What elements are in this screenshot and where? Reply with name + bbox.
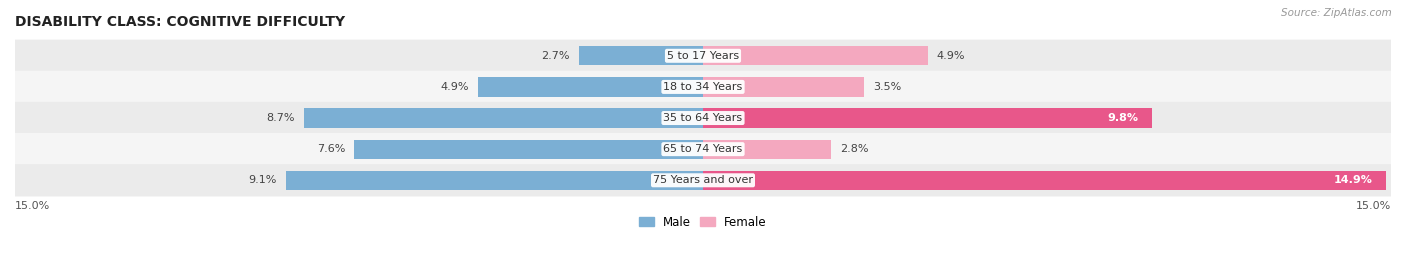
- Text: 15.0%: 15.0%: [15, 201, 51, 211]
- FancyBboxPatch shape: [14, 133, 1392, 165]
- FancyBboxPatch shape: [14, 164, 1392, 197]
- Text: 2.7%: 2.7%: [541, 51, 569, 61]
- Bar: [703, 46, 928, 65]
- Text: 5 to 17 Years: 5 to 17 Years: [666, 51, 740, 61]
- Text: 35 to 64 Years: 35 to 64 Years: [664, 113, 742, 123]
- FancyBboxPatch shape: [14, 71, 1392, 103]
- Bar: [703, 140, 831, 159]
- Legend: Male, Female: Male, Female: [640, 216, 766, 229]
- Bar: [703, 108, 1153, 128]
- Text: 2.8%: 2.8%: [841, 144, 869, 154]
- Text: 9.1%: 9.1%: [247, 175, 277, 185]
- Bar: [478, 77, 703, 97]
- Text: 4.9%: 4.9%: [936, 51, 966, 61]
- Text: Source: ZipAtlas.com: Source: ZipAtlas.com: [1281, 8, 1392, 18]
- Text: 15.0%: 15.0%: [1355, 201, 1391, 211]
- Bar: [703, 171, 1386, 190]
- Bar: [579, 46, 703, 65]
- Text: 65 to 74 Years: 65 to 74 Years: [664, 144, 742, 154]
- FancyBboxPatch shape: [14, 40, 1392, 72]
- Text: 14.9%: 14.9%: [1334, 175, 1372, 185]
- Text: 8.7%: 8.7%: [266, 113, 295, 123]
- Text: 3.5%: 3.5%: [873, 82, 901, 92]
- Bar: [354, 140, 703, 159]
- Bar: [703, 77, 863, 97]
- Bar: [285, 171, 703, 190]
- Bar: [304, 108, 703, 128]
- Text: 9.8%: 9.8%: [1108, 113, 1139, 123]
- Text: DISABILITY CLASS: COGNITIVE DIFFICULTY: DISABILITY CLASS: COGNITIVE DIFFICULTY: [15, 15, 344, 29]
- Text: 7.6%: 7.6%: [316, 144, 346, 154]
- FancyBboxPatch shape: [14, 102, 1392, 134]
- Text: 4.9%: 4.9%: [440, 82, 470, 92]
- Text: 18 to 34 Years: 18 to 34 Years: [664, 82, 742, 92]
- Text: 75 Years and over: 75 Years and over: [652, 175, 754, 185]
